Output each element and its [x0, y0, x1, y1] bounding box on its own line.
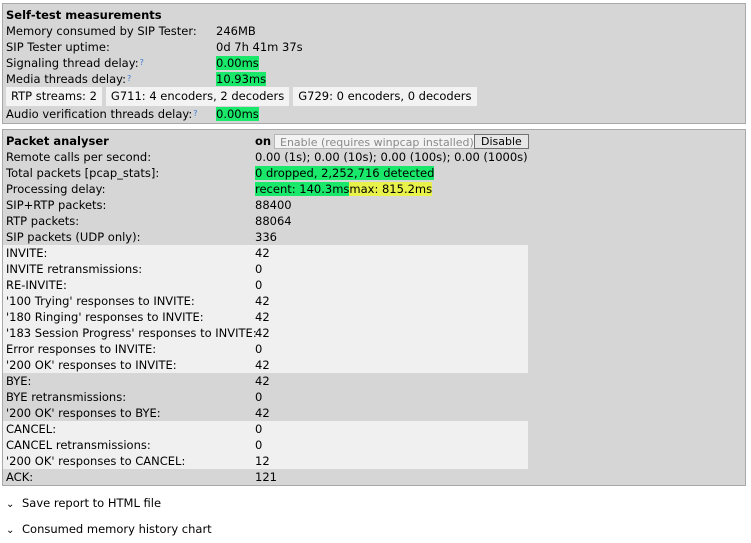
sip-row-label: '200 OK' responses to BYE: [6, 406, 161, 420]
media-delay-badge: 10.93ms [216, 72, 267, 86]
total-packets-value: 0 dropped, 2,252,716 detected [255, 165, 435, 181]
sip-row-label: RE-INVITE: [6, 278, 67, 292]
sip-row-label: INVITE: [6, 246, 48, 260]
audio-verification-text: Audio verification threads delay: [6, 107, 193, 121]
rtp-streams-box: RTP streams: 2 G711: 4 encoders, 2 decod… [6, 87, 477, 106]
sip-row-label: BYE: [6, 374, 32, 388]
sip-row-label: '200 OK' responses to CANCEL: [6, 454, 186, 468]
chevron-down-icon: ⌄ [6, 525, 15, 536]
processing-delay-value: recent: 140.3msmax: 815.2ms [255, 181, 433, 197]
packet-analyser-panel: Packet analyser on Enable (requires winp… [2, 129, 746, 486]
sip-row-value: 42 [255, 310, 270, 324]
analyser-state: on [255, 134, 272, 148]
media-delay-value: 10.93ms [216, 71, 267, 87]
signaling-delay-badge: 0.00ms [216, 56, 259, 70]
help-icon[interactable]: ? [193, 109, 198, 118]
sip-row-label: CANCEL retransmissions: [6, 438, 151, 452]
remote-calls-value: 0.00 (1s); 0.00 (10s); 0.00 (100s); 0.00… [255, 150, 528, 164]
g729-codecs: G729: 0 encoders, 0 decoders [293, 87, 477, 106]
media-delay-text: Media threads delay: [6, 72, 126, 86]
g711-codecs: G711: 4 encoders, 2 decoders [105, 87, 290, 106]
sip-row-label: '183 Session Progress' responses to INVI… [6, 326, 257, 340]
sip-packets-label: SIP packets (UDP only): [6, 230, 141, 244]
chevron-down-icon: ⌄ [6, 499, 15, 510]
sip-row-value: 42 [255, 294, 270, 308]
sip-row-label: CANCEL: [6, 422, 57, 436]
sip-row-value: 42 [255, 406, 270, 420]
enable-button[interactable]: Enable (requires winpcap installed) [274, 134, 480, 149]
sip-rtp-packets-label: SIP+RTP packets: [6, 198, 107, 212]
signaling-delay-label: Signaling thread delay:? [6, 55, 144, 71]
sip-row-value: 12 [255, 454, 270, 468]
rtp-packets-label: RTP packets: [6, 214, 80, 228]
rtp-streams: RTP streams: 2 [6, 87, 102, 106]
signaling-delay-text: Signaling thread delay: [6, 56, 139, 70]
sip-row-label: '100 Trying' responses to INVITE: [6, 294, 195, 308]
sip-row-value: 121 [255, 470, 277, 484]
sip-row-value: 0 [255, 278, 263, 292]
signaling-delay-value: 0.00ms [216, 55, 259, 71]
memory-label: Memory consumed by SIP Tester: [6, 24, 197, 38]
sip-row-value: 42 [255, 326, 270, 340]
self-test-title: Self-test measurements [6, 8, 162, 22]
memory-value: 246MB [216, 24, 256, 38]
sip-packets-value: 336 [255, 230, 277, 244]
help-icon[interactable]: ? [127, 74, 132, 83]
self-test-panel: Self-test measurements Memory consumed b… [2, 3, 746, 124]
sip-row-label: '180 Ringing' responses to INVITE: [6, 310, 204, 324]
disable-button[interactable]: Disable [474, 134, 529, 149]
sip-row-value: 0 [255, 422, 263, 436]
sip-row-value: 0 [255, 438, 263, 452]
media-delay-label: Media threads delay:? [6, 71, 131, 87]
sip-row-value: 0 [255, 262, 263, 276]
sip-row-value: 0 [255, 342, 263, 356]
audio-verification-badge: 0.00ms [216, 107, 259, 121]
processing-delay-recent: recent: 140.3ms [255, 182, 350, 196]
memory-chart-label: Consumed memory history chart [22, 522, 212, 536]
sip-row-label: Error responses to INVITE: [6, 342, 157, 356]
sip-row-label: '200 OK' responses to INVITE: [6, 358, 177, 372]
cancel-group-bg [3, 421, 528, 469]
save-report-toggle[interactable]: ⌄ Save report to HTML file [6, 495, 161, 511]
uptime-value: 0d 7h 41m 37s [216, 40, 303, 54]
uptime-label: SIP Tester uptime: [6, 40, 110, 54]
sip-row-label: INVITE retransmissions: [6, 262, 143, 276]
total-packets-label: Total packets [pcap_stats]: [6, 166, 160, 180]
sip-row-label: ACK: [6, 470, 34, 484]
processing-delay-label: Processing delay: [6, 182, 106, 196]
audio-verification-label: Audio verification threads delay:? [6, 106, 198, 122]
packet-analyser-title: Packet analyser [6, 134, 109, 148]
rtp-packets-value: 88064 [255, 214, 292, 228]
remote-calls-label: Remote calls per second: [6, 150, 152, 164]
sip-rtp-packets-value: 88400 [255, 198, 292, 212]
audio-verification-value: 0.00ms [216, 106, 259, 122]
save-report-label: Save report to HTML file [22, 496, 162, 510]
sip-row-value: 42 [255, 374, 270, 388]
help-icon[interactable]: ? [139, 58, 144, 67]
total-packets-badge: 0 dropped, 2,252,716 detected [255, 166, 435, 180]
sip-row-value: 42 [255, 246, 270, 260]
sip-row-value: 0 [255, 390, 263, 404]
sip-row-label: BYE retransmissions: [6, 390, 127, 404]
invite-group-bg [3, 245, 528, 373]
memory-chart-toggle[interactable]: ⌄ Consumed memory history chart [6, 521, 212, 537]
sip-row-value: 42 [255, 358, 270, 372]
processing-delay-max: max: 815.2ms [349, 182, 433, 196]
